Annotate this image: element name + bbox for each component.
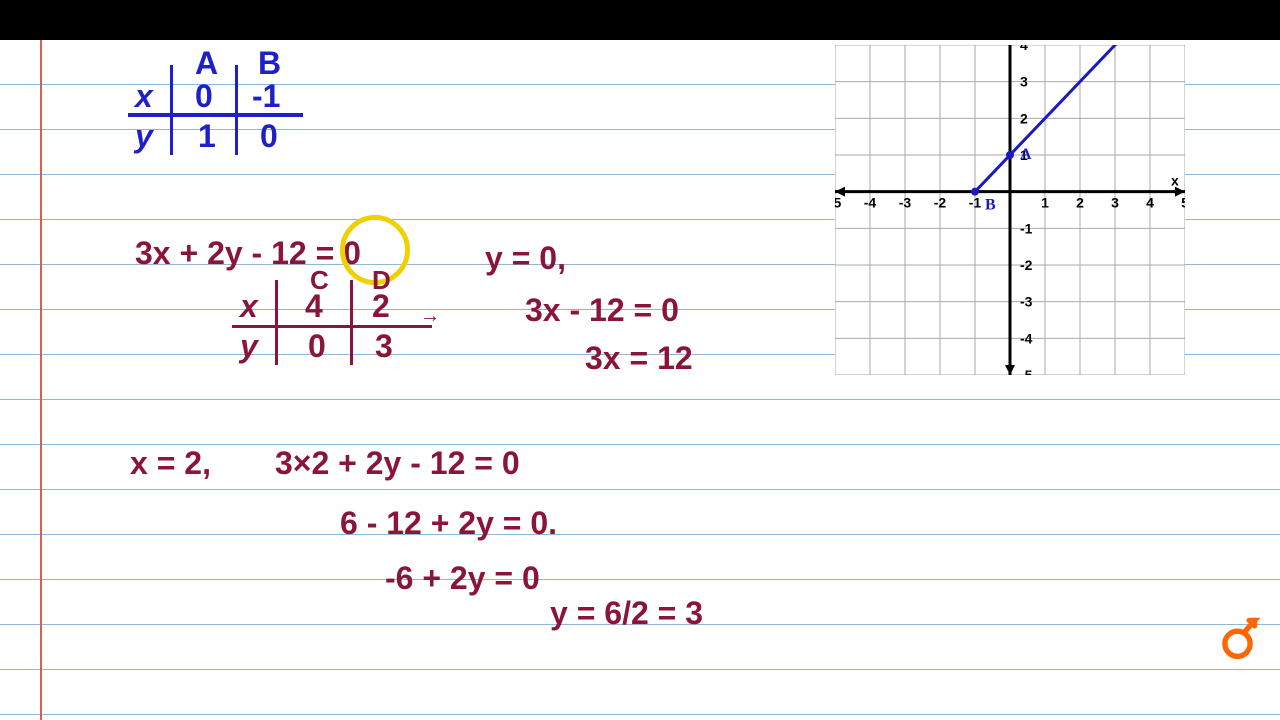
table1-ylabel: y (135, 118, 153, 155)
coordinate-graph: -5-4-3-2-112345-5-4-3-2-11234xAB (835, 45, 1185, 375)
svg-text:-1: -1 (969, 195, 982, 211)
svg-text:-5: -5 (1020, 367, 1033, 375)
svg-text:-3: -3 (899, 195, 912, 211)
sidecalc-3: 3x = 12 (585, 340, 693, 377)
svg-text:B: B (985, 197, 996, 214)
margin-line (40, 40, 42, 720)
svg-text:A: A (1020, 146, 1032, 163)
svg-text:2: 2 (1020, 110, 1028, 126)
svg-text:3: 3 (1111, 195, 1119, 211)
svg-text:-3: -3 (1020, 294, 1033, 310)
table2-y0: 0 (308, 328, 326, 365)
svg-text:-5: -5 (835, 195, 841, 211)
svg-text:-2: -2 (1020, 257, 1033, 273)
svg-text:-4: -4 (1020, 330, 1033, 346)
table1-header-B: B (258, 45, 281, 82)
botcalc-4: y = 6/2 = 3 (550, 595, 703, 632)
table2-vline2 (350, 280, 353, 365)
svg-text:3: 3 (1020, 74, 1028, 90)
botcalc-1b: 3×2 + 2y - 12 = 0 (275, 445, 520, 482)
table1-vline1 (170, 65, 173, 155)
sidecalc-1: y = 0, (485, 240, 566, 277)
svg-text:4: 4 (1020, 45, 1028, 53)
table2-hline (232, 325, 432, 328)
sidecalc-2: 3x - 12 = 0 (525, 292, 679, 329)
botcalc-3: -6 + 2y = 0 (385, 560, 540, 597)
table2-ylabel: y (240, 328, 258, 365)
table1-x0: 0 (195, 78, 213, 115)
table2-y1: 3 (375, 328, 393, 365)
table1-y0: 1 (198, 118, 216, 155)
table1-vline2 (235, 65, 238, 155)
table1-x1: -1 (252, 78, 280, 115)
table2-x0: 4 (305, 288, 323, 325)
svg-text:-4: -4 (864, 195, 877, 211)
doubtnut-logo-icon (1215, 615, 1260, 660)
svg-text:2: 2 (1076, 195, 1084, 211)
table1-header-A: A (195, 45, 218, 82)
botcalc-2: 6 - 12 + 2y = 0. (340, 505, 557, 542)
botcalc-1a: x = 2, (130, 445, 211, 482)
table2-xlabel: x (240, 288, 258, 325)
table2-x1: 2 (372, 288, 390, 325)
table2-arrow: → (420, 305, 440, 328)
svg-text:x: x (1171, 173, 1179, 189)
table2-vline1 (275, 280, 278, 365)
table1-hline (128, 113, 303, 117)
svg-text:-1: -1 (1020, 220, 1033, 236)
table1-y1: 0 (260, 118, 278, 155)
svg-text:1: 1 (1041, 195, 1049, 211)
svg-text:-2: -2 (934, 195, 947, 211)
svg-text:4: 4 (1146, 195, 1154, 211)
svg-text:5: 5 (1181, 195, 1185, 211)
table1-xlabel: x (135, 78, 153, 115)
